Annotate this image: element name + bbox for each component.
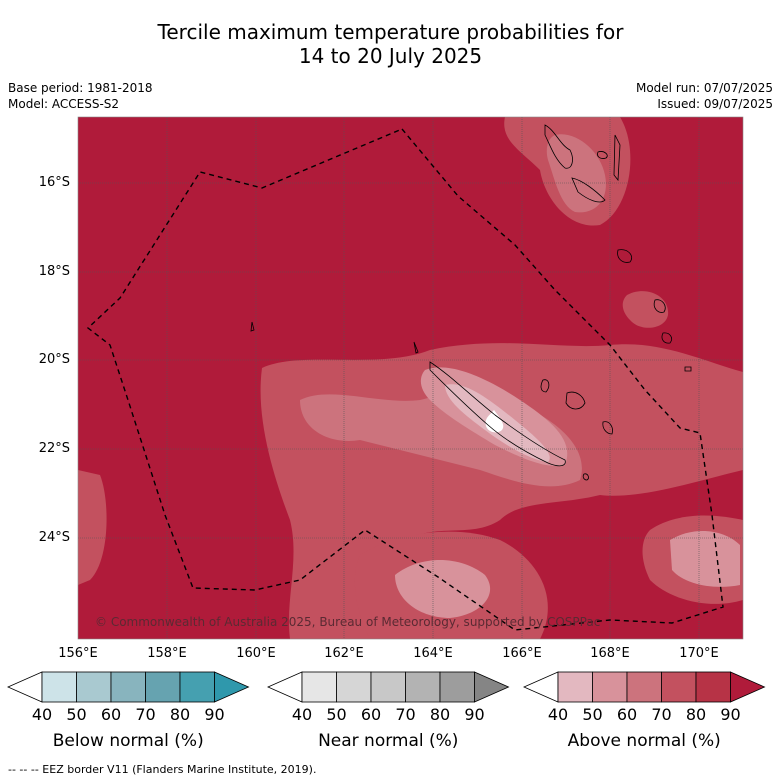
island-outline	[597, 151, 608, 159]
colorbar-high-end	[474, 671, 510, 703]
colorbar-tick-label: 40	[291, 705, 313, 724]
colorbar-segment	[336, 671, 372, 703]
island-outline	[617, 249, 633, 263]
colorbar-segment	[41, 671, 77, 703]
lat-label-16s: 16°S	[38, 175, 70, 190]
eez-legend-footer: -- -- -- EEZ border V11 (Flanders Marine…	[8, 763, 317, 776]
colorbar-near	[267, 671, 510, 703]
colorbar-low-end	[267, 671, 303, 703]
colorbar-tick-label: 50	[66, 705, 87, 724]
colorbar-tick-label: 80	[429, 705, 451, 724]
base-period: Base period: 1981-2018	[8, 81, 153, 95]
coastlines	[250, 124, 692, 481]
colorbar-high-end	[730, 671, 766, 703]
colorbar-tick-label: 90	[204, 705, 225, 724]
colorbar-tick-label: 40	[547, 705, 569, 724]
colorbar-tick-label: 60	[100, 705, 122, 724]
lon-label-162e: 162°E	[324, 646, 364, 661]
colorbar-high-end	[214, 671, 250, 703]
colorbar-tick-label: 70	[135, 705, 156, 724]
lon-label-164e: 164°E	[413, 646, 453, 661]
colorbar-segment	[145, 671, 181, 703]
probability-field	[78, 117, 743, 639]
colorbar-tick-label: 90	[464, 705, 485, 724]
colorbar-segment	[626, 671, 662, 703]
colorbar-title: Below normal (%)	[52, 731, 204, 751]
colorbar-tick-label: 70	[651, 705, 672, 724]
island-outline	[661, 332, 672, 344]
map-title: Tercile maximum temperature probabilitie…	[0, 20, 781, 68]
colorbar-low-end	[523, 671, 559, 703]
island-outline	[613, 134, 621, 182]
colorbar-tick-label: 60	[360, 705, 382, 724]
island-outline	[540, 379, 550, 393]
island-outline	[653, 299, 666, 313]
meta-right: Model run: 07/07/2025 Issued: 09/07/2025	[636, 80, 773, 112]
colorbar-segment	[439, 671, 475, 703]
island-outline	[544, 124, 573, 169]
lon-label-166e: 166°E	[502, 646, 542, 661]
lat-label-20s: 20°S	[38, 352, 70, 367]
island-outline	[582, 473, 589, 481]
colorbar-tick-label: 50	[326, 705, 347, 724]
meta-left: Base period: 1981-2018 Model: ACCESS-S2	[8, 80, 153, 112]
island-outline	[602, 421, 613, 435]
island-outline	[250, 321, 255, 332]
lon-label-158e: 158°E	[147, 646, 187, 661]
lon-label-168e: 168°E	[590, 646, 630, 661]
colorbar-tick-label: 40	[31, 705, 53, 724]
colorbar-segment	[557, 671, 593, 703]
title-line-1: Tercile maximum temperature probabilitie…	[157, 20, 624, 44]
eez-border	[86, 128, 724, 631]
colorbar-segment	[76, 671, 112, 703]
issued-date: Issued: 09/07/2025	[657, 97, 773, 111]
lat-label-18s: 18°S	[38, 264, 70, 279]
colorbar-tick-label: 90	[720, 705, 741, 724]
lat-label-22s: 22°S	[38, 441, 70, 456]
island-outline	[413, 341, 419, 354]
graticule	[78, 117, 743, 639]
colorbar-segment	[179, 671, 215, 703]
colorbar-tick-label: 50	[582, 705, 603, 724]
colorbar-segment	[695, 671, 731, 703]
colorbar-tick-label: 80	[685, 705, 707, 724]
colorbar-title: Near normal (%)	[318, 731, 459, 751]
copyright-credit: © Commonwealth of Australia 2025, Bureau…	[95, 615, 601, 629]
colorbar-segment	[301, 671, 337, 703]
model-name: Model: ACCESS-S2	[8, 97, 120, 111]
colorbar-segment	[592, 671, 628, 703]
colorbar-segment	[370, 671, 406, 703]
model-run: Model run: 07/07/2025	[635, 81, 773, 95]
island-outline	[571, 177, 606, 203]
lon-label-160e: 160°E	[236, 646, 276, 661]
colorbar-above	[523, 671, 766, 703]
colorbar-below	[7, 671, 250, 703]
island-outline	[565, 391, 586, 410]
colorbar-tick-label: 70	[395, 705, 416, 724]
map-frame	[77, 116, 744, 640]
colorbar-title: Above normal (%)	[567, 731, 721, 751]
colorbar-tick-label: 80	[169, 705, 191, 724]
colorbar-segment	[661, 671, 697, 703]
new-caledonia-outline	[429, 361, 566, 467]
colorbar-segment	[110, 671, 146, 703]
title-line-2: 14 to 20 July 2025	[298, 44, 483, 68]
colorbar-tick-label: 60	[616, 705, 638, 724]
lon-label-156e: 156°E	[58, 646, 98, 661]
colorbar-segment	[405, 671, 441, 703]
island-outline	[684, 366, 692, 372]
lat-label-24s: 24°S	[38, 530, 70, 545]
colorbar-low-end	[7, 671, 43, 703]
lon-label-170e: 170°E	[679, 646, 719, 661]
